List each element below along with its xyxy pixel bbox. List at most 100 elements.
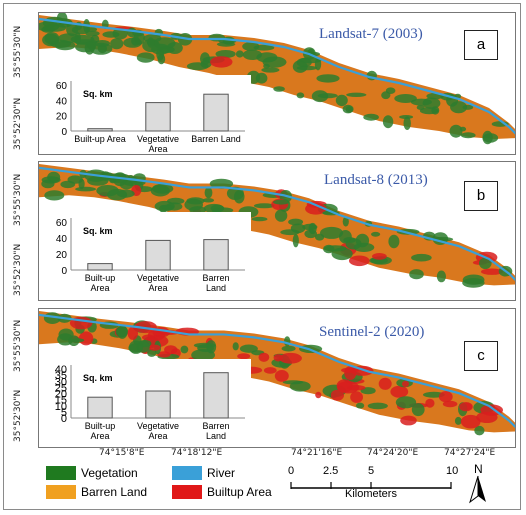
landcover-patch bbox=[127, 27, 137, 38]
scale-tick-label: 2.5 bbox=[323, 465, 339, 477]
landcover-patch bbox=[54, 40, 76, 51]
landcover-patch bbox=[263, 367, 277, 374]
landcover-patch bbox=[394, 94, 417, 103]
landcover-patch bbox=[86, 27, 98, 32]
landcover-patch bbox=[388, 234, 400, 249]
sensor-title: Sentinel-2 (2020) bbox=[319, 324, 425, 340]
scale-bar bbox=[290, 482, 452, 489]
y-tick-label: 60 bbox=[56, 81, 68, 92]
map-panel-c: Sentinel-2 (2020) c 0 5 10 15 20 25 30 35 40 Sq. … bbox=[38, 308, 516, 448]
bar bbox=[203, 93, 229, 132]
scale-tick-label: 5 bbox=[368, 465, 375, 477]
y-axis-label: Sq. km bbox=[83, 89, 113, 99]
landcover-patch bbox=[474, 425, 485, 436]
landcover-patch bbox=[462, 278, 485, 288]
landcover-patch bbox=[454, 416, 462, 425]
x-tick-label: Vegetative bbox=[137, 273, 179, 283]
landcover-patch bbox=[449, 124, 463, 138]
x-tick-label: Area bbox=[90, 283, 109, 293]
landcover-patch bbox=[316, 74, 340, 83]
latitude-label-bottom: 35°52'30"N bbox=[13, 97, 23, 150]
landcover-patch bbox=[367, 402, 388, 410]
longitude-label: 74°27'24"E bbox=[444, 448, 496, 458]
landcover-patch bbox=[342, 216, 349, 227]
bar bbox=[145, 239, 171, 271]
landcover-patch bbox=[237, 353, 251, 360]
latitude-label-bottom: 35°52'30"N bbox=[13, 389, 23, 442]
landcover-patch bbox=[409, 269, 424, 280]
bar-chart-inset: 0 20 40 60 Sq. km Built-up Area Vegetative Area… bbox=[45, 75, 251, 154]
y-tick-label: 20 bbox=[55, 389, 67, 401]
landcover-patch bbox=[403, 116, 411, 130]
landcover-patch bbox=[136, 52, 155, 63]
landcover-patch bbox=[459, 402, 473, 412]
bar-chart-a: 0 20 40 60 Sq. km Built-up Area VegetativeArea… bbox=[56, 81, 245, 154]
landcover-patch bbox=[349, 255, 370, 267]
landcover-patch bbox=[253, 203, 275, 209]
landcover-patch bbox=[419, 107, 439, 115]
landcover-patch bbox=[94, 40, 111, 47]
panel-label: a bbox=[464, 30, 498, 60]
landcover-patch bbox=[335, 94, 348, 107]
landcover-patch bbox=[274, 209, 288, 222]
longitude-label: 74°15'8"E bbox=[99, 448, 145, 458]
landcover-patch bbox=[204, 187, 213, 199]
y-tick-label: 0 bbox=[61, 266, 67, 277]
landcover-patch bbox=[84, 41, 95, 55]
y-tick-label: 15 bbox=[55, 395, 67, 407]
y-tick-label: 30 bbox=[55, 376, 67, 388]
map-a bbox=[39, 13, 515, 145]
x-tick-label: Vegetative bbox=[137, 421, 179, 431]
landcover-patch bbox=[336, 379, 353, 393]
river-line bbox=[39, 166, 515, 282]
landcover-patch bbox=[479, 257, 492, 269]
scale-tick-label: 10 bbox=[446, 465, 459, 477]
landcover-patch bbox=[253, 44, 275, 51]
bar bbox=[145, 102, 171, 132]
landcover-patch bbox=[395, 396, 417, 409]
landcover-patch bbox=[226, 186, 244, 200]
landcover-patch bbox=[289, 381, 311, 392]
landcover-patch bbox=[371, 231, 381, 237]
landcover-patch bbox=[131, 36, 141, 46]
landcover-patch bbox=[372, 253, 387, 260]
x-tick-label: Built-up Area bbox=[74, 134, 126, 144]
landcover-patch bbox=[311, 90, 329, 103]
landcover-patch bbox=[127, 326, 138, 340]
legend-label-barren: Barren Land bbox=[81, 485, 148, 499]
landcover-patch bbox=[255, 72, 268, 84]
landcover-patch bbox=[296, 65, 318, 71]
landcover-patch bbox=[320, 226, 344, 239]
bar-chart-inset: 0 5 10 15 20 25 30 35 40 Sq. km Built-up Area Vegeta… bbox=[45, 359, 251, 447]
landcover-patch bbox=[251, 216, 268, 222]
landcover-patch bbox=[482, 133, 499, 143]
landcover-patch bbox=[363, 113, 379, 121]
landcover-patch bbox=[74, 32, 81, 45]
bar bbox=[87, 128, 113, 132]
landcover-patch bbox=[58, 33, 80, 43]
landcover-patch bbox=[117, 325, 128, 339]
bar bbox=[203, 239, 229, 271]
landcover-patch bbox=[425, 398, 435, 408]
landcover-patch bbox=[202, 198, 215, 203]
landcover-patch bbox=[460, 132, 476, 139]
landcover-patch bbox=[85, 30, 100, 37]
landcover-patch bbox=[147, 37, 155, 48]
landcover-patch bbox=[436, 270, 446, 283]
scale-tick-label: 0 bbox=[288, 465, 295, 477]
landcover-patch bbox=[459, 126, 467, 132]
landcover-patch bbox=[281, 345, 296, 352]
y-tick-label: 25 bbox=[55, 382, 67, 394]
landcover-patch bbox=[330, 389, 344, 401]
landcover-patch bbox=[342, 104, 354, 114]
landcover-patch bbox=[350, 391, 363, 403]
landcover-patch bbox=[402, 380, 409, 388]
landcover-patch bbox=[210, 56, 233, 68]
landcover-patch bbox=[288, 218, 304, 226]
x-tick-label: Area bbox=[148, 144, 167, 154]
y-axis-label: Sq. km bbox=[83, 373, 113, 383]
landcover-patch bbox=[166, 42, 183, 54]
bar bbox=[145, 390, 171, 419]
landcover-patch bbox=[75, 186, 96, 192]
legend-swatch-vegetation bbox=[46, 466, 76, 480]
